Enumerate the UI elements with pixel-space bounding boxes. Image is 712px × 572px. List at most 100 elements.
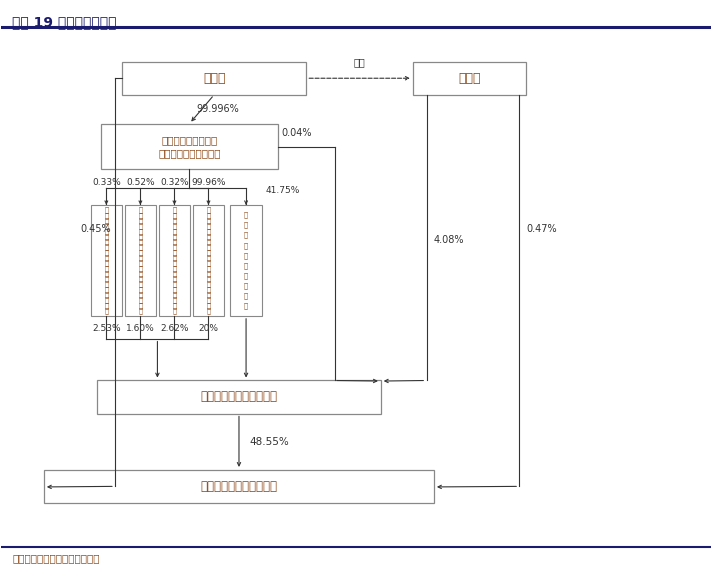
Text: 41.75%: 41.75% xyxy=(266,186,300,195)
Text: 业: 业 xyxy=(206,239,211,245)
Text: 合: 合 xyxy=(244,283,248,289)
Text: （: （ xyxy=(244,252,248,259)
Text: 昌: 昌 xyxy=(172,212,177,219)
Text: 资: 资 xyxy=(105,265,108,272)
Text: （: （ xyxy=(105,281,108,288)
Text: 新和成控股集团有限公司: 新和成控股集团有限公司 xyxy=(201,391,278,403)
Text: 有: 有 xyxy=(206,286,211,293)
Text: ）: ） xyxy=(206,307,211,314)
Text: 记: 记 xyxy=(172,255,177,261)
Text: 和: 和 xyxy=(206,244,211,251)
Text: 伙: 伙 xyxy=(206,228,211,235)
Text: 业: 业 xyxy=(172,239,177,245)
Text: 0.45%: 0.45% xyxy=(80,224,111,234)
Text: 县: 县 xyxy=(172,217,177,224)
Text: ）: ） xyxy=(244,303,248,309)
Text: 0.52%: 0.52% xyxy=(126,178,155,186)
Text: 48.55%: 48.55% xyxy=(250,436,289,447)
Text: 昌: 昌 xyxy=(206,212,211,219)
Text: 伙: 伙 xyxy=(105,228,108,235)
Text: 0.33%: 0.33% xyxy=(92,178,121,186)
Text: 投: 投 xyxy=(105,260,108,267)
Text: 记: 记 xyxy=(138,255,142,261)
Text: 资: 资 xyxy=(138,265,142,272)
Text: 伙: 伙 xyxy=(105,302,108,309)
Text: 投: 投 xyxy=(138,260,142,267)
FancyBboxPatch shape xyxy=(159,205,190,316)
Text: 伙: 伙 xyxy=(172,302,177,309)
Text: 合: 合 xyxy=(105,223,108,229)
Text: 新: 新 xyxy=(138,207,142,213)
Text: 限: 限 xyxy=(138,292,142,298)
Text: 业: 业 xyxy=(138,249,142,256)
Text: 记: 记 xyxy=(206,255,211,261)
Text: 浙江新和成股份有限公司: 浙江新和成股份有限公司 xyxy=(201,480,278,493)
Text: 20%: 20% xyxy=(199,324,219,333)
FancyBboxPatch shape xyxy=(125,205,156,316)
Text: （: （ xyxy=(172,281,177,288)
Text: 伙: 伙 xyxy=(206,302,211,309)
FancyBboxPatch shape xyxy=(100,124,278,169)
FancyBboxPatch shape xyxy=(413,62,526,95)
Text: 合: 合 xyxy=(206,297,211,303)
Text: （: （ xyxy=(138,281,142,288)
Text: 限: 限 xyxy=(172,292,177,298)
Text: 企: 企 xyxy=(105,233,108,240)
Text: 信: 信 xyxy=(105,244,108,251)
Text: 管: 管 xyxy=(172,271,177,277)
Text: 新: 新 xyxy=(206,207,211,213)
Text: 业: 业 xyxy=(138,239,142,245)
Text: 管: 管 xyxy=(105,271,108,277)
Text: 记: 记 xyxy=(105,255,108,261)
Text: 企: 企 xyxy=(244,232,248,239)
Text: 企: 企 xyxy=(138,233,142,240)
Text: 企: 企 xyxy=(206,233,211,240)
Text: 合: 合 xyxy=(105,297,108,303)
Text: 县: 县 xyxy=(138,217,142,224)
Text: 新昌县春禾投资管理
合伙企业（有限合伙）: 新昌县春禾投资管理 合伙企业（有限合伙） xyxy=(158,136,221,158)
Text: 资料来源：公司公告、华创证券: 资料来源：公司公告、华创证券 xyxy=(12,553,100,563)
Text: 伙: 伙 xyxy=(138,302,142,309)
Text: 兄弟: 兄弟 xyxy=(354,57,365,67)
Text: 0.32%: 0.32% xyxy=(160,178,189,186)
Text: 投: 投 xyxy=(172,260,177,267)
Text: 业: 业 xyxy=(105,249,108,256)
Text: 0.04%: 0.04% xyxy=(281,128,312,138)
FancyBboxPatch shape xyxy=(193,205,224,316)
Text: 有: 有 xyxy=(138,286,142,293)
Text: 理: 理 xyxy=(206,276,211,282)
Text: 县: 县 xyxy=(206,217,211,224)
Text: 99.996%: 99.996% xyxy=(197,104,239,114)
Text: 合: 合 xyxy=(172,297,177,303)
Text: 有: 有 xyxy=(105,286,108,293)
Text: 合: 合 xyxy=(206,223,211,229)
Text: （: （ xyxy=(206,281,211,288)
Text: 汇: 汇 xyxy=(172,244,177,251)
Text: 资: 资 xyxy=(172,265,177,272)
Text: 合: 合 xyxy=(244,212,248,219)
Text: 县: 县 xyxy=(105,217,108,224)
Text: 企: 企 xyxy=(172,233,177,240)
Text: 管: 管 xyxy=(206,271,211,277)
Text: 0.47%: 0.47% xyxy=(526,224,557,234)
Text: ）: ） xyxy=(105,307,108,314)
Text: 伙: 伙 xyxy=(244,292,248,299)
Text: 限: 限 xyxy=(206,292,211,298)
Text: 业: 业 xyxy=(244,242,248,249)
Text: 胡柏剡: 胡柏剡 xyxy=(459,72,481,85)
Text: ）: ） xyxy=(138,307,142,314)
Text: 限: 限 xyxy=(105,292,108,298)
Text: 1.60%: 1.60% xyxy=(126,324,155,333)
Text: 伙: 伙 xyxy=(172,228,177,235)
Text: 业: 业 xyxy=(105,239,108,245)
Text: 99.96%: 99.96% xyxy=(192,178,226,186)
Text: 威: 威 xyxy=(138,244,142,251)
Text: 资: 资 xyxy=(206,265,211,272)
Text: 业: 业 xyxy=(172,249,177,256)
Text: 胡柏藩: 胡柏藩 xyxy=(203,72,226,85)
FancyBboxPatch shape xyxy=(90,205,122,316)
Text: 合: 合 xyxy=(138,223,142,229)
Text: 新: 新 xyxy=(105,207,108,213)
Text: 4.08%: 4.08% xyxy=(434,236,464,245)
Text: 有: 有 xyxy=(172,286,177,293)
